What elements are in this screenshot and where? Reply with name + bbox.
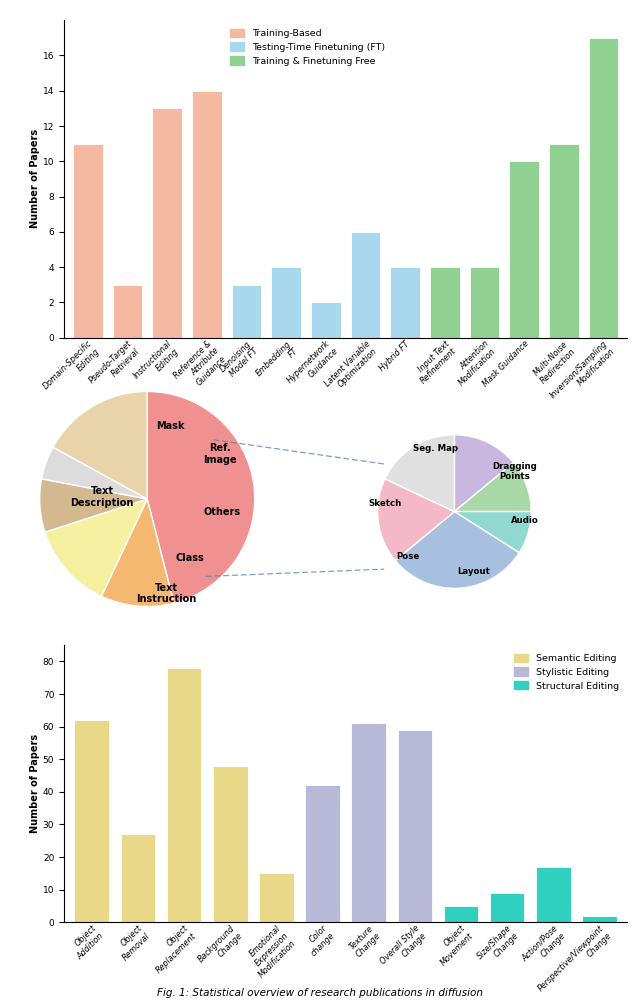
Wedge shape [147,391,255,603]
Text: Fig. 1: Statistical overview of research publications in diffusion: Fig. 1: Statistical overview of research… [157,988,483,998]
Bar [490,893,525,922]
Bar [390,267,420,338]
Text: Others: Others [204,507,241,517]
Bar [305,785,340,922]
Legend: Semantic Editing, Stylistic Editing, Structural Editing: Semantic Editing, Stylistic Editing, Str… [510,650,623,695]
Bar [152,109,182,338]
Text: Class: Class [176,553,205,563]
Bar [397,730,432,922]
Bar [213,766,248,922]
Wedge shape [378,479,454,560]
Wedge shape [101,499,174,607]
Wedge shape [454,463,531,511]
Text: Text
Description: Text Description [70,486,134,508]
Bar [120,835,155,922]
Wedge shape [385,434,454,511]
Text: Layout: Layout [457,566,490,576]
Bar [351,232,380,338]
Wedge shape [454,434,513,511]
Bar [509,161,539,338]
Bar [271,267,301,338]
Bar [74,720,109,922]
Wedge shape [53,391,147,499]
Bar [549,144,579,338]
Text: Seg. Map: Seg. Map [413,445,458,453]
Legend: Training-Based, Testing-Time Finetuning (FT), Training & Finetuning Free: Training-Based, Testing-Time Finetuning … [227,25,389,70]
Text: Sketch: Sketch [369,499,402,508]
Text: Dragging
Points: Dragging Points [492,462,537,482]
Bar [589,37,618,338]
Wedge shape [454,511,531,552]
Y-axis label: Number of Papers: Number of Papers [30,129,40,229]
Bar [351,724,386,922]
Y-axis label: Number of Papers: Number of Papers [30,734,40,834]
Bar [166,668,202,922]
Text: Text
Instruction: Text Instruction [136,583,196,605]
Bar [430,267,460,338]
Bar [113,285,142,338]
Wedge shape [45,499,147,597]
Text: Ref.
Image: Ref. Image [204,443,237,465]
Bar [582,916,617,922]
Text: Mask: Mask [157,421,185,430]
Bar [536,867,571,922]
Bar [470,267,499,338]
Text: Pose: Pose [397,551,420,560]
Bar [311,302,340,338]
Bar [73,144,102,338]
Text: Audio: Audio [511,516,539,525]
Bar [232,285,261,338]
Wedge shape [40,479,147,532]
Bar [259,873,294,922]
Wedge shape [396,511,519,589]
Bar [444,906,478,922]
Wedge shape [42,448,147,499]
Bar [192,91,221,338]
